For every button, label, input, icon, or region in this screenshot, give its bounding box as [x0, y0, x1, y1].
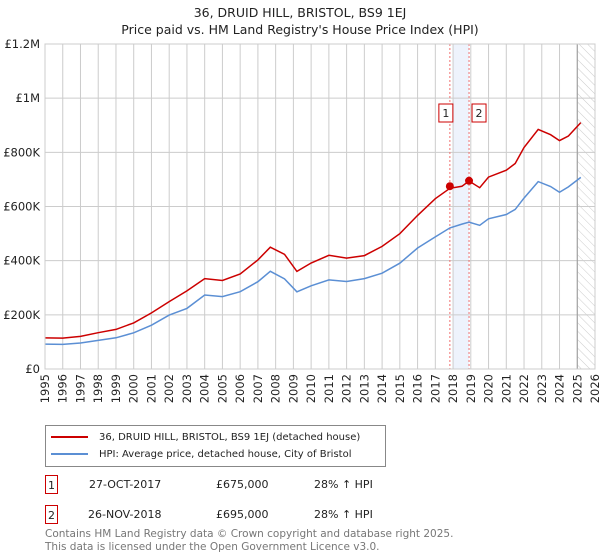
y-tick-label: £200K — [3, 308, 40, 322]
legend-red-line — [51, 436, 88, 438]
x-tick-label: 2003 — [180, 374, 194, 403]
y-tick-label: £800K — [3, 145, 40, 159]
transaction-price: £695,000 — [216, 508, 269, 521]
sale-point — [465, 176, 474, 185]
transaction-hpi: 28% ↑ HPI — [314, 508, 373, 521]
x-tick-label: 2022 — [517, 374, 531, 403]
marker-badge: 1 — [45, 475, 58, 494]
transaction-row: 2 26-NOV-2018 £695,000 28% ↑ HPI — [45, 505, 445, 525]
x-tick-label: 2021 — [499, 374, 513, 403]
series-line — [44, 176, 582, 346]
legend-label: 36, DRUID HILL, BRISTOL, BS9 1EJ (detach… — [99, 431, 361, 443]
x-tick-label: 2019 — [464, 374, 478, 403]
y-tick-label: £1M — [15, 91, 40, 105]
x-tick-label: 2008 — [269, 374, 283, 403]
y-tick-label: £1.2M — [4, 37, 40, 51]
legend-item-hpi: HPI: Average price, detached house, City… — [51, 447, 352, 461]
series-line — [44, 122, 582, 339]
x-tick-label: 1997 — [73, 374, 87, 403]
x-tick-label: 2023 — [535, 374, 549, 403]
transaction-row: 1 27-OCT-2017 £675,000 28% ↑ HPI — [45, 475, 445, 495]
x-tick-label: 2014 — [375, 374, 389, 403]
transaction-price: £675,000 — [216, 478, 269, 491]
sale-marker-label: 2 — [476, 107, 483, 120]
sale-point — [445, 182, 454, 191]
x-tick-label: 2018 — [446, 374, 460, 403]
x-tick-label: 2006 — [233, 374, 247, 403]
x-tick-label: 2013 — [357, 374, 371, 403]
footer: Contains HM Land Registry data © Crown c… — [45, 528, 453, 554]
marker-badge: 2 — [45, 505, 58, 524]
x-tick-label: 2016 — [411, 374, 425, 403]
price-chart: 1995 1996 1997 1998 1999 2000 2001 2002 2003 2004… — [3, 37, 600, 403]
sale-marker-box — [438, 103, 454, 123]
title-line-2: Price paid vs. HM Land Registry's House … — [121, 22, 479, 37]
transaction-date: 27-OCT-2017 — [89, 478, 162, 491]
sale-marker-box — [471, 103, 487, 123]
sale-marker-label: 1 — [442, 107, 449, 120]
x-tick-label: 1998 — [91, 374, 105, 403]
x-tick-label: 2012 — [340, 374, 354, 403]
transaction-hpi: 28% ↑ HPI — [314, 478, 373, 491]
legend-blue-line — [51, 453, 88, 455]
x-tick-label: 2004 — [198, 374, 212, 403]
legend-label: HPI: Average price, detached house, City… — [99, 448, 352, 460]
x-tick-label: 2025 — [570, 374, 584, 403]
legend-item-property: 36, DRUID HILL, BRISTOL, BS9 1EJ (detach… — [51, 430, 360, 444]
y-tick-label: £400K — [3, 254, 40, 268]
x-tick-label: 2007 — [251, 374, 265, 403]
x-tick-label: 2011 — [322, 374, 336, 403]
plot-frame — [44, 43, 596, 370]
x-tick-label: 1999 — [109, 374, 123, 403]
x-tick-label: 2024 — [553, 374, 567, 403]
x-tick-label: 1995 — [38, 374, 52, 403]
y-tick-label: £600K — [3, 200, 40, 214]
x-tick-label: 1996 — [56, 374, 70, 403]
y-tick-label: £0 — [25, 362, 40, 376]
transaction-date: 26-NOV-2018 — [88, 508, 162, 521]
legend: 36, DRUID HILL, BRISTOL, BS9 1EJ (detach… — [45, 425, 386, 467]
title-line-1: 36, DRUID HILL, BRISTOL, BS9 1EJ — [193, 5, 407, 20]
x-tick-label: 2009 — [286, 374, 300, 403]
x-tick-label: 2001 — [144, 374, 158, 403]
x-tick-label: 2002 — [162, 374, 176, 403]
x-tick-label: 2026 — [588, 374, 600, 403]
x-tick-label: 2010 — [304, 374, 318, 403]
footer-line-2: This data is licensed under the Open Gov… — [45, 541, 380, 553]
x-tick-label: 2000 — [127, 374, 141, 403]
footer-line-1: Contains HM Land Registry data © Crown c… — [45, 528, 454, 540]
x-tick-label: 2015 — [393, 374, 407, 403]
x-tick-label: 2017 — [428, 374, 442, 403]
x-tick-label: 2005 — [215, 374, 229, 403]
chart-title: 36, DRUID HILL, BRISTOL, BS9 1EJ Price p… — [0, 4, 600, 38]
x-tick-label: 2020 — [482, 374, 496, 403]
